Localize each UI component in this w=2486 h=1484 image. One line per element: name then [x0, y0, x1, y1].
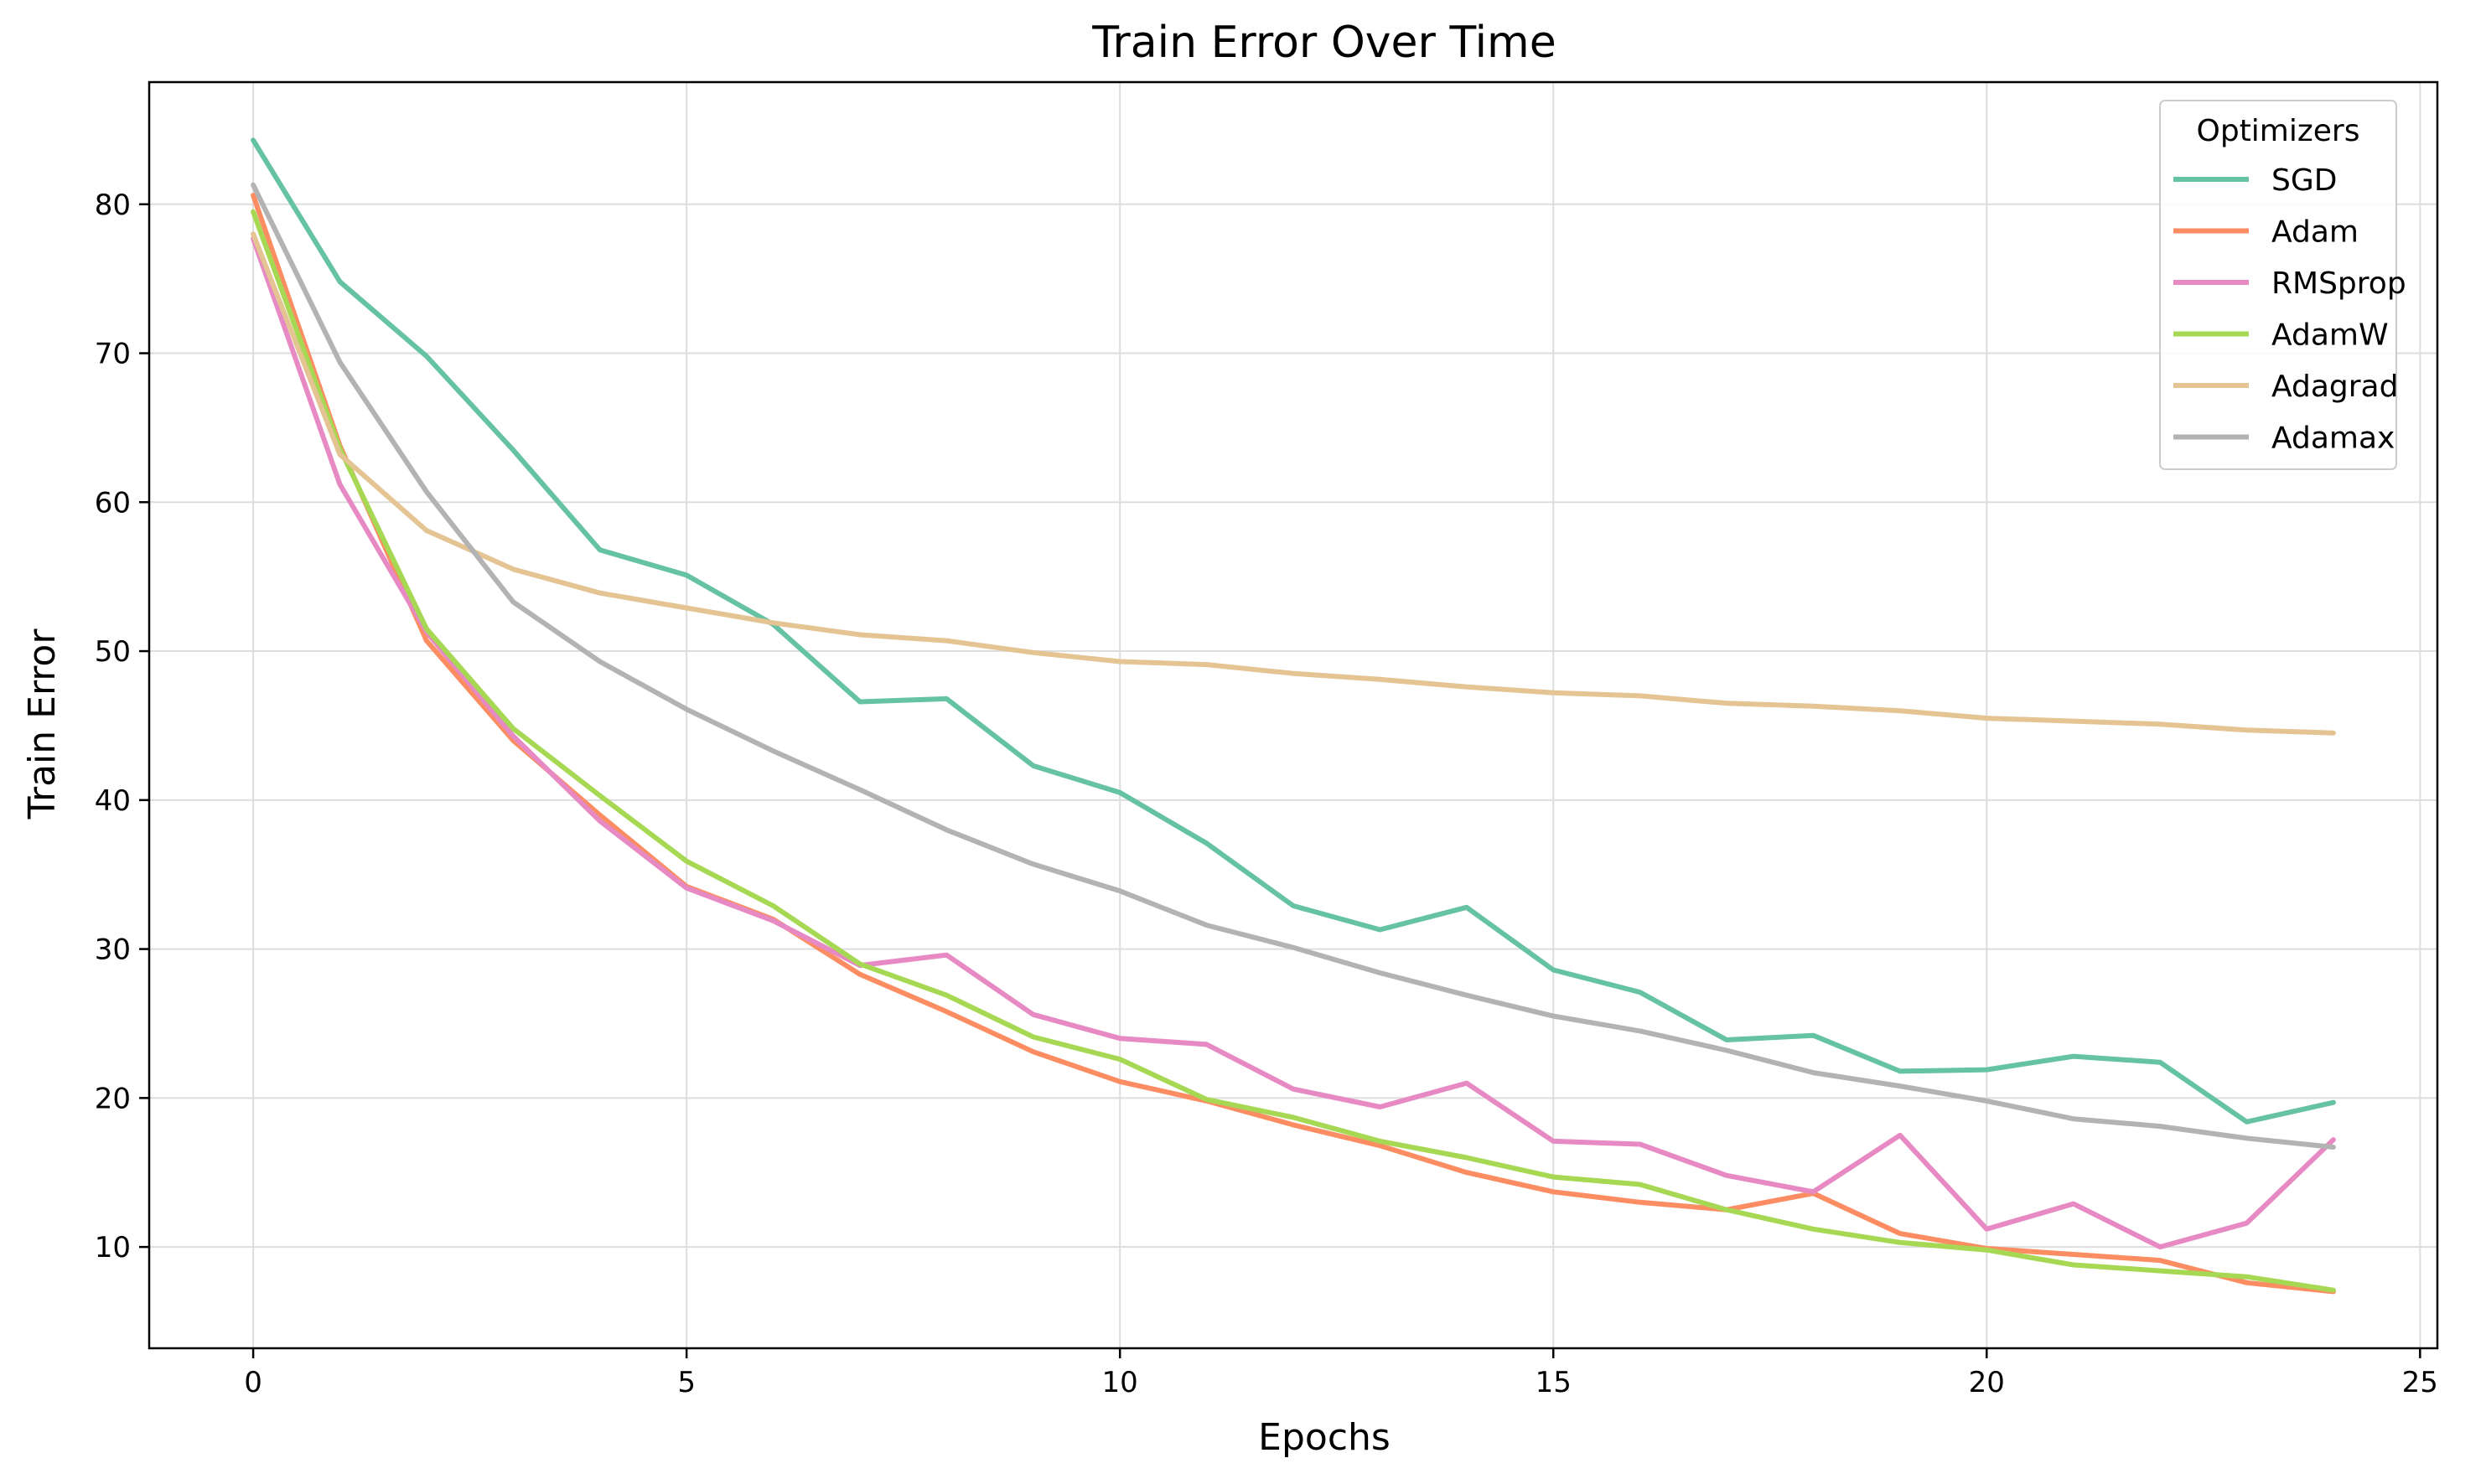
grid — [149, 82, 2437, 1348]
x-tick-label: 15 — [1536, 1366, 1572, 1399]
x-axis-label: Epochs — [1258, 1416, 1391, 1459]
legend-entry-sgd: SGD — [2173, 163, 2337, 198]
y-tick-label: 60 — [95, 486, 131, 520]
legend-entry-rmsprop: RMSprop — [2173, 266, 2406, 301]
y-axis-ticks: 10 20 30 40 50 60 70 80 — [95, 189, 149, 1264]
legend-label: AdamW — [2271, 318, 2389, 353]
y-tick-label: 20 — [95, 1082, 131, 1115]
x-tick-label: 5 — [677, 1366, 696, 1399]
legend-entry-adam: Adam — [2173, 215, 2359, 250]
series-line-adam — [251, 193, 2336, 1295]
legend-entries: SGD Adam RMSprop AdamW Adagrad Adamax — [2173, 163, 2406, 456]
y-tick-label: 80 — [95, 189, 131, 222]
legend-label: RMSprop — [2271, 266, 2406, 301]
series-line-adamax — [251, 182, 2336, 1150]
legend: Optimizers SGD Adam RMSprop AdamW Adagrad Ada… — [2159, 100, 2406, 470]
y-tick-label: 10 — [95, 1231, 131, 1264]
legend-title: Optimizers — [2197, 114, 2360, 148]
x-tick-label: 20 — [1969, 1366, 2005, 1399]
series-line-adamw — [251, 209, 2336, 1293]
legend-entry-adamax: Adamax — [2173, 421, 2395, 456]
y-tick-label: 50 — [95, 635, 131, 669]
x-axis-ticks: 0 5 10 15 20 25 — [244, 1348, 2438, 1399]
series-line-rmsprop — [251, 235, 2336, 1250]
legend-entry-adagrad: Adagrad — [2173, 370, 2398, 404]
legend-label: SGD — [2271, 163, 2337, 198]
x-tick-label: 0 — [244, 1366, 262, 1399]
chart-title: Train Error Over Time — [1091, 18, 1556, 68]
x-tick-label: 25 — [2402, 1366, 2438, 1399]
legend-label: Adamax — [2271, 421, 2395, 456]
x-tick-label: 10 — [1102, 1366, 1138, 1399]
legend-entry-adamw: AdamW — [2173, 318, 2389, 353]
y-axis-label: Train Error — [21, 628, 64, 820]
plot-frame — [148, 80, 2439, 1350]
legend-label: Adam — [2271, 215, 2359, 250]
series-line-sgd — [251, 137, 2336, 1125]
legend-box — [2159, 100, 2397, 470]
series-lines — [251, 137, 2336, 1295]
y-tick-label: 40 — [95, 784, 131, 818]
y-tick-label: 70 — [95, 338, 131, 371]
y-tick-label: 30 — [95, 933, 131, 967]
series-line-adagrad — [251, 231, 2336, 736]
legend-label: Adagrad — [2271, 370, 2398, 404]
